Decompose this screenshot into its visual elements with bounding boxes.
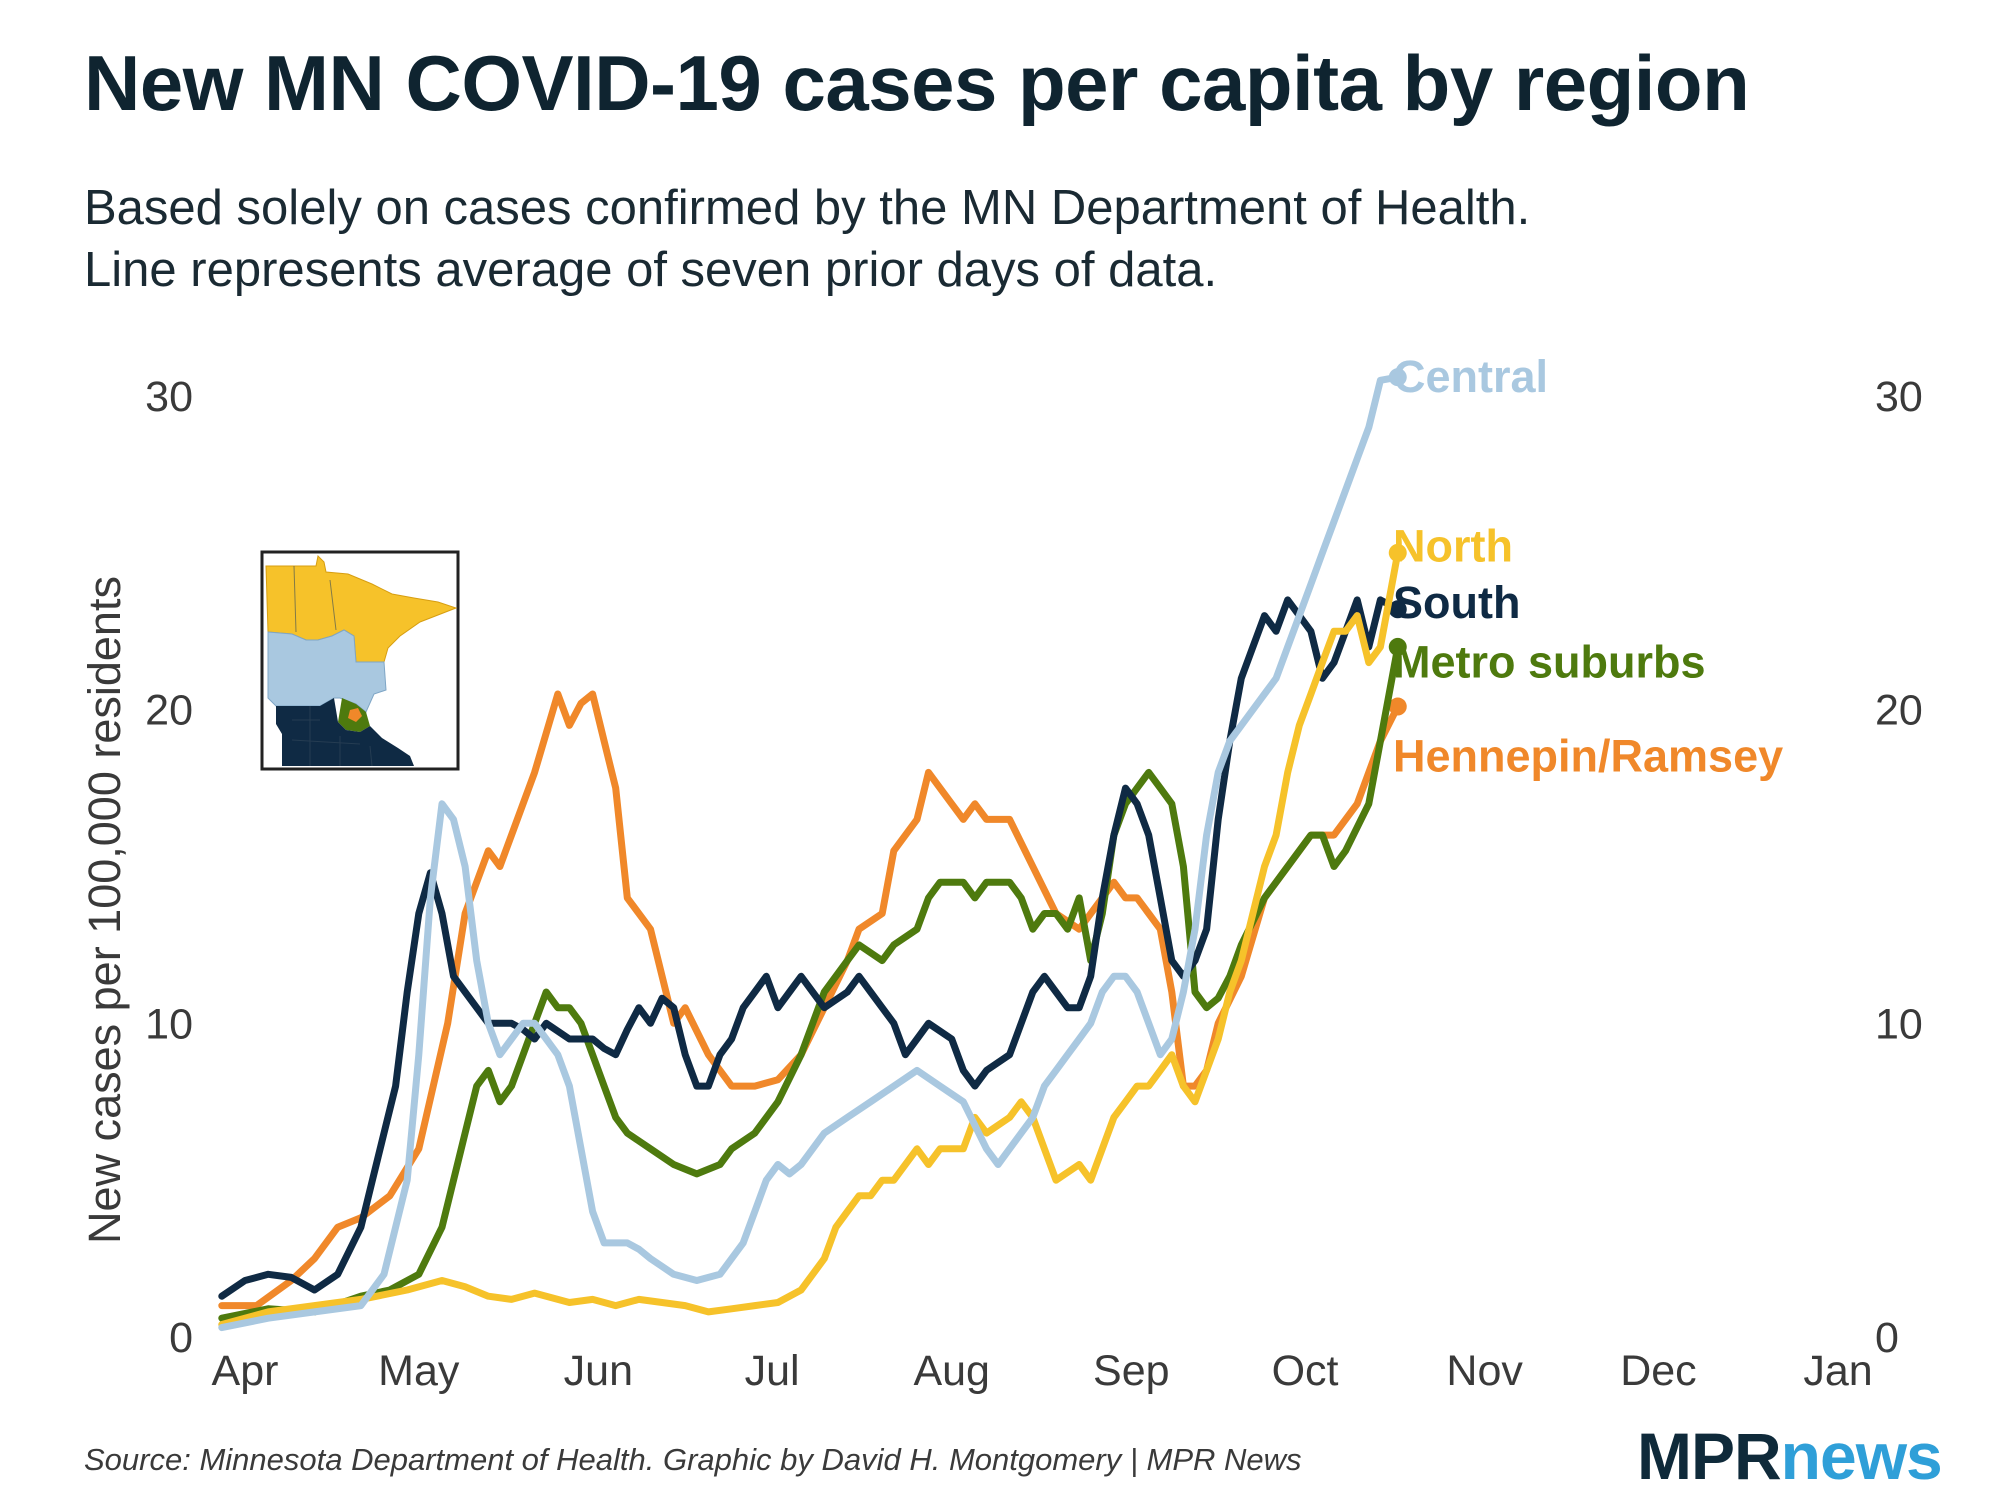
- y-tick-right-10: 10: [1875, 1000, 1923, 1048]
- minnesota-region-map: [260, 550, 460, 771]
- x-tick-dec: Dec: [1620, 1347, 1696, 1395]
- series-line-hennepin-ramsey: [218, 690, 1402, 1310]
- x-tick-jun: Jun: [564, 1347, 633, 1395]
- chart-title: New MN COVID-19 cases per capita by regi…: [84, 39, 1750, 127]
- x-tick-sep: Sep: [1093, 1347, 1170, 1395]
- x-tick-jul: Jul: [745, 1347, 800, 1395]
- y-tick-right-30: 30: [1875, 373, 1923, 421]
- series-label-south: South: [1393, 577, 1520, 628]
- y-axis-label: New cases per 100,000 residents: [79, 576, 130, 1244]
- chart-subtitle-line-2: Line represents average of seven prior d…: [84, 243, 1218, 297]
- series-label-central: Central: [1393, 351, 1548, 402]
- series-line-metro-suburbs: [218, 643, 1402, 1322]
- series-label-north: North: [1393, 521, 1513, 572]
- y-axis-right: 0 10 20 30: [1875, 373, 1923, 1362]
- x-tick-aug: Aug: [913, 1347, 990, 1395]
- series-end-point-hennepin-ramsey: [1388, 697, 1407, 716]
- source-note: Source: Minnesota Department of Health. …: [84, 1442, 1302, 1477]
- y-tick-left-0: 0: [169, 1314, 193, 1362]
- x-tick-may: May: [378, 1347, 460, 1395]
- logo-news-text: news: [1780, 1419, 1943, 1493]
- series-line-central: [218, 373, 1402, 1332]
- logo-mpr-text: MPR: [1637, 1419, 1782, 1493]
- x-tick-oct: Oct: [1272, 1347, 1339, 1395]
- y-tick-left-10: 10: [145, 1000, 193, 1048]
- x-tick-apr: Apr: [212, 1347, 279, 1395]
- series-lines: [218, 368, 1407, 1332]
- y-tick-left-20: 20: [145, 687, 193, 735]
- chart-subtitle-line-1: Based solely on cases confirmed by the M…: [84, 181, 1531, 235]
- y-tick-right-0: 0: [1875, 1314, 1899, 1362]
- series-end-point-north: [1388, 543, 1407, 562]
- series-label-hennepin-ramsey: Hennepin/Ramsey: [1393, 731, 1783, 782]
- x-tick-nov: Nov: [1446, 1347, 1523, 1395]
- x-axis: Apr May Jun Jul Aug Sep Oct Nov Dec Jan: [212, 1347, 1873, 1395]
- y-axis-left: 0 10 20 30: [145, 373, 193, 1362]
- series-label-metro-suburbs: Metro suburbs: [1393, 637, 1706, 688]
- series-end-point-south: [1388, 600, 1407, 619]
- series-end-point-central: [1388, 368, 1407, 387]
- x-tick-jan: Jan: [1803, 1347, 1872, 1395]
- series-end-point-metro-suburbs: [1388, 637, 1407, 656]
- y-tick-left-30: 30: [145, 373, 193, 421]
- mpr-news-logo: MPRnews: [1637, 1418, 1943, 1494]
- series-line-north: [218, 549, 1402, 1328]
- series-line-south: [218, 596, 1402, 1300]
- y-tick-right-20: 20: [1875, 687, 1923, 735]
